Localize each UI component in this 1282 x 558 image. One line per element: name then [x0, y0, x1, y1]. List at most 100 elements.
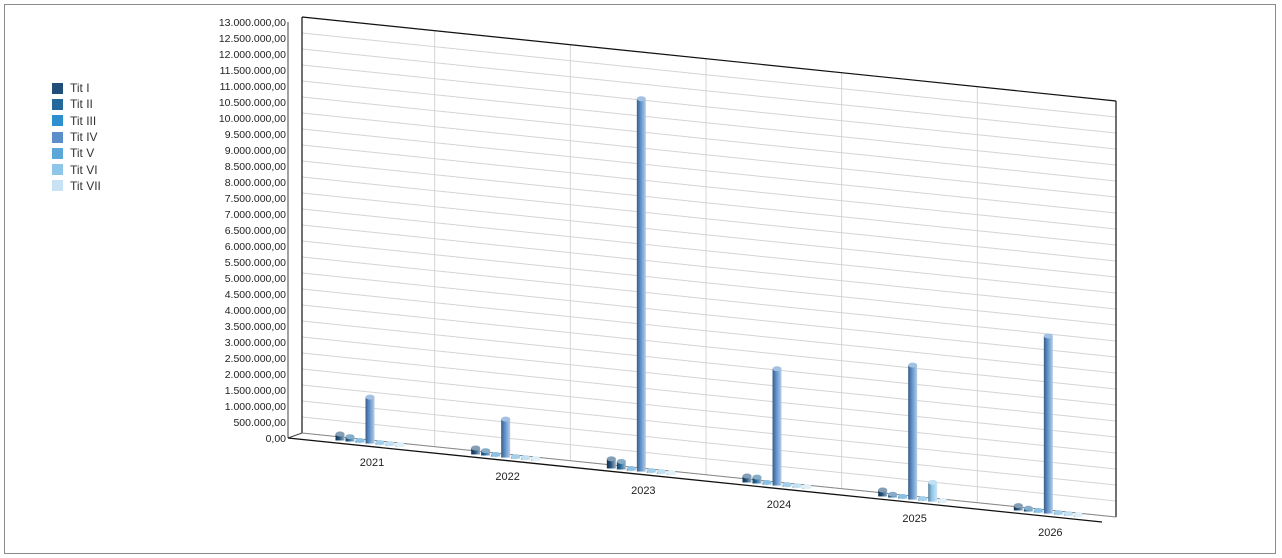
- gridline-h: [301, 128, 1117, 214]
- gridline-h: [301, 144, 1117, 230]
- bar-cap: [908, 362, 918, 368]
- bar-cap: [375, 440, 385, 446]
- y-tick-label: 0,00: [266, 433, 287, 445]
- gridline-h: [301, 224, 1117, 310]
- bar: [606, 458, 616, 469]
- bar-cap: [878, 487, 888, 493]
- bar-cap: [471, 445, 481, 451]
- gridline-h: [301, 160, 1117, 246]
- gridline-h: [301, 64, 1117, 150]
- legend-swatch: [52, 164, 63, 176]
- bar-cap: [1073, 512, 1083, 518]
- x-tick-label: 2021: [360, 457, 384, 469]
- bar: [1043, 335, 1053, 514]
- bar-cap: [772, 366, 782, 372]
- y-tick-label: 4.000.000,00: [225, 305, 286, 317]
- bar: [772, 368, 782, 486]
- legend-label: Tit VII: [70, 178, 101, 193]
- x-tick-label: 2023: [631, 485, 655, 497]
- y-tick-label: 8.500.000,00: [225, 161, 286, 173]
- legend-item: Tit IV: [52, 129, 101, 145]
- x-axis-line: [287, 437, 1103, 523]
- bar: [471, 448, 481, 455]
- gridline-h: [301, 352, 1117, 438]
- bar: [878, 490, 888, 497]
- bar-cap: [491, 452, 501, 458]
- bar-cap: [335, 431, 345, 437]
- y-tick-label: 9.500.000,00: [225, 129, 286, 141]
- bar: [335, 434, 345, 441]
- bar-cap: [395, 442, 405, 448]
- gridline-h: [301, 208, 1117, 294]
- bar: [636, 98, 646, 472]
- y-tick-label: 8.000.000,00: [225, 177, 286, 189]
- y-tick-label: 12.500.000,00: [219, 33, 286, 45]
- bar-cap: [521, 455, 531, 461]
- bar: [616, 461, 626, 470]
- bar-cap: [928, 479, 938, 485]
- bar-cap: [792, 483, 802, 489]
- y-tick-label: 12.000.000,00: [219, 49, 286, 61]
- bar-cap: [782, 482, 792, 488]
- bar-cap: [888, 491, 898, 497]
- bar-cap: [511, 454, 521, 460]
- gridline-h: [301, 112, 1117, 198]
- bar-cap: [606, 456, 616, 462]
- legend-swatch: [52, 98, 63, 110]
- gridline-h: [301, 336, 1117, 422]
- bar: [752, 477, 762, 484]
- bar-cap: [365, 394, 375, 400]
- bar: [908, 365, 918, 500]
- gridline-h: [301, 176, 1117, 262]
- bar-cap: [501, 416, 511, 422]
- gridline-h: [301, 304, 1117, 390]
- legend-swatch: [52, 82, 63, 94]
- y-tick-label: 4.500.000,00: [225, 289, 286, 301]
- bar-cap: [752, 474, 762, 480]
- y-tick-label: 7.500.000,00: [225, 193, 286, 205]
- legend-swatch: [52, 147, 63, 159]
- legend: Tit I Tit II Tit III Tit IV Tit V Tit VI Tit V…: [52, 80, 101, 194]
- gridline-h: [301, 240, 1117, 326]
- bar-cap: [918, 496, 928, 502]
- bar-cap: [481, 448, 491, 454]
- legend-label: Tit IV: [70, 130, 98, 145]
- y-tick-label: 500.000,00: [233, 417, 286, 429]
- y-tick-label: 6.000.000,00: [225, 241, 286, 253]
- gridline-h: [301, 400, 1117, 486]
- legend-item: Tit VI: [52, 161, 101, 177]
- y-tick-label: 11.500.000,00: [220, 65, 287, 77]
- bar-cap: [385, 441, 395, 447]
- bar-cap: [1023, 505, 1033, 511]
- gridline-h: [301, 48, 1117, 134]
- legend-label: Tit V: [70, 146, 95, 161]
- y-tick-label: 2.500.000,00: [225, 353, 286, 365]
- legend-label: Tit III: [70, 113, 97, 128]
- legend-item: Tit VII: [52, 178, 101, 194]
- y-tick-label: 3.000.000,00: [225, 337, 286, 349]
- legend-swatch: [52, 131, 63, 143]
- bar-cap: [616, 458, 626, 464]
- bar-cap: [666, 470, 676, 476]
- bar-cap: [802, 484, 812, 490]
- gridline-h: [301, 32, 1117, 118]
- gridline-h: [301, 80, 1117, 166]
- bar-cap: [742, 473, 752, 479]
- bar-cap: [626, 466, 636, 472]
- bar-cap: [656, 469, 666, 475]
- bar: [365, 397, 375, 444]
- bar-cap: [1053, 510, 1063, 516]
- bar: [501, 419, 511, 458]
- y-tick-label: 5.500.000,00: [225, 257, 286, 269]
- gridline-h: [301, 320, 1117, 406]
- back-wall-top: [301, 16, 1117, 102]
- legend-item: Tit V: [52, 145, 101, 161]
- bar-cap: [531, 456, 541, 462]
- bar-cap: [1063, 511, 1073, 517]
- gridline-h: [301, 256, 1117, 342]
- legend-label: Tit II: [70, 97, 93, 112]
- y-tick-label: 9.000.000,00: [225, 145, 286, 157]
- bar-cap: [646, 468, 656, 474]
- y-tick-label: 11.000.000,00: [220, 81, 287, 93]
